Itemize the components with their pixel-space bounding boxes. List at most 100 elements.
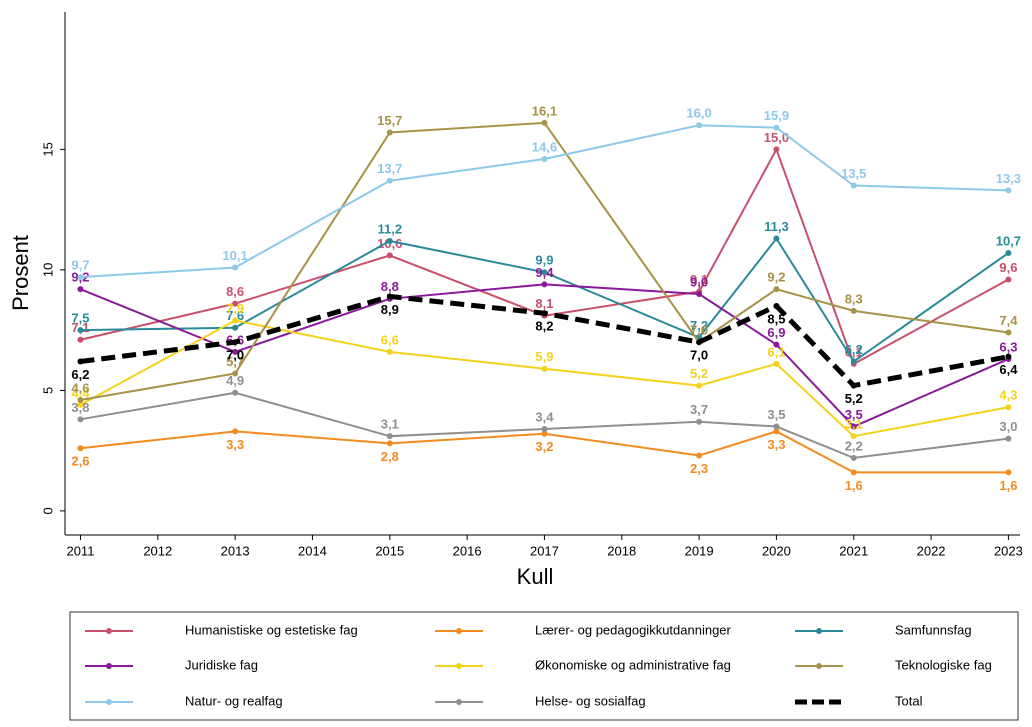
data-label: 8,1 bbox=[535, 296, 553, 311]
data-label: 3,3 bbox=[767, 437, 785, 452]
point bbox=[696, 290, 703, 297]
data-label: 3,1 bbox=[381, 417, 399, 432]
data-label: 3,5 bbox=[845, 407, 863, 422]
data-label: 9,9 bbox=[535, 253, 553, 268]
point bbox=[541, 156, 548, 163]
data-label: 1,6 bbox=[999, 478, 1017, 493]
point bbox=[77, 416, 84, 423]
point bbox=[696, 122, 703, 129]
point bbox=[541, 119, 548, 126]
point bbox=[773, 303, 780, 310]
point bbox=[232, 370, 239, 377]
data-label: 3,5 bbox=[767, 407, 785, 422]
data-label: 1,6 bbox=[845, 478, 863, 493]
data-label: 3,3 bbox=[226, 437, 244, 452]
data-label: 8,8 bbox=[381, 279, 399, 294]
data-label: 6,3 bbox=[999, 339, 1017, 354]
data-label: 7,0 bbox=[690, 323, 708, 338]
data-label: 10,1 bbox=[222, 248, 247, 263]
point bbox=[77, 401, 84, 408]
data-label: 9,4 bbox=[535, 265, 554, 280]
point bbox=[773, 341, 780, 348]
x-tick-label: 2017 bbox=[530, 543, 559, 558]
legend-label: Samfunnsfag bbox=[895, 622, 972, 637]
point bbox=[232, 264, 239, 271]
legend-marker bbox=[106, 628, 112, 634]
x-tick-label: 2023 bbox=[994, 543, 1023, 558]
point bbox=[386, 348, 393, 355]
point bbox=[541, 269, 548, 276]
point bbox=[773, 124, 780, 131]
point bbox=[77, 397, 84, 404]
legend-marker bbox=[816, 663, 822, 669]
point bbox=[696, 339, 703, 346]
data-label: 16,1 bbox=[532, 103, 557, 118]
series-line bbox=[79, 319, 1009, 438]
data-label: 9,6 bbox=[999, 260, 1017, 275]
legend-box bbox=[69, 611, 1019, 721]
data-label: 9,1 bbox=[690, 272, 708, 287]
legend-marker bbox=[106, 663, 112, 669]
point bbox=[850, 454, 857, 461]
point bbox=[850, 469, 857, 476]
legend-label: Helse- og sosialfag bbox=[535, 693, 646, 708]
legend-marker bbox=[456, 628, 462, 634]
data-label: 4,9 bbox=[226, 373, 244, 388]
point bbox=[386, 237, 393, 244]
point bbox=[850, 433, 857, 440]
y-tick-label: 0 bbox=[40, 507, 55, 514]
data-label: 6,2 bbox=[71, 367, 89, 382]
x-tick-label: 2022 bbox=[917, 543, 946, 558]
data-label: 3,7 bbox=[690, 402, 708, 417]
legend-label: Natur- og realfag bbox=[185, 693, 283, 708]
data-label: 5,2 bbox=[690, 366, 708, 381]
point bbox=[1005, 329, 1012, 336]
data-label: 8,2 bbox=[535, 319, 553, 334]
data-label: 7,6 bbox=[226, 308, 244, 323]
data-label: 2,6 bbox=[71, 454, 89, 469]
point bbox=[232, 317, 239, 324]
series-line bbox=[80, 146, 1009, 366]
x-tick-label: 2014 bbox=[298, 543, 327, 558]
legend-label: Lærer- og pedagogikkutdanninger bbox=[535, 622, 732, 637]
data-label: 14,6 bbox=[532, 139, 557, 154]
data-label: 15,7 bbox=[377, 113, 402, 128]
point bbox=[696, 418, 703, 425]
x-tick-label: 2012 bbox=[143, 543, 172, 558]
data-label: 2,8 bbox=[381, 449, 399, 464]
point bbox=[386, 293, 393, 300]
data-label: 13,3 bbox=[996, 171, 1021, 186]
data-label: 8,9 bbox=[381, 302, 399, 317]
legend-label: Juridiske fag bbox=[185, 657, 258, 672]
data-label: 3,2 bbox=[535, 439, 553, 454]
point bbox=[773, 360, 780, 367]
point bbox=[1005, 469, 1012, 476]
point bbox=[850, 382, 857, 389]
x-tick-label: 2020 bbox=[762, 543, 791, 558]
point bbox=[541, 310, 548, 317]
data-label: 13,7 bbox=[377, 161, 402, 176]
point bbox=[541, 365, 548, 372]
data-label: 3,4 bbox=[535, 409, 554, 424]
point bbox=[773, 146, 780, 153]
point bbox=[1005, 404, 1012, 411]
point bbox=[850, 182, 857, 189]
data-label: 6,4 bbox=[999, 362, 1018, 377]
point bbox=[541, 281, 548, 288]
point bbox=[850, 307, 857, 314]
point bbox=[773, 428, 780, 435]
point bbox=[773, 286, 780, 293]
point bbox=[77, 445, 84, 452]
legend-label: Humanistiske og estetiske fag bbox=[185, 622, 358, 637]
data-label: 11,3 bbox=[764, 219, 789, 234]
data-label: 7,2 bbox=[690, 318, 708, 333]
legend-label: Total bbox=[895, 693, 923, 708]
point bbox=[386, 433, 393, 440]
data-label: 6,2 bbox=[845, 342, 863, 357]
y-tick-label: 15 bbox=[40, 142, 55, 156]
data-label: 15,9 bbox=[764, 108, 789, 123]
data-label: 3,1 bbox=[845, 417, 863, 432]
data-label: 2,3 bbox=[690, 461, 708, 476]
legend-label: Økonomiske og administrative fag bbox=[535, 657, 731, 672]
